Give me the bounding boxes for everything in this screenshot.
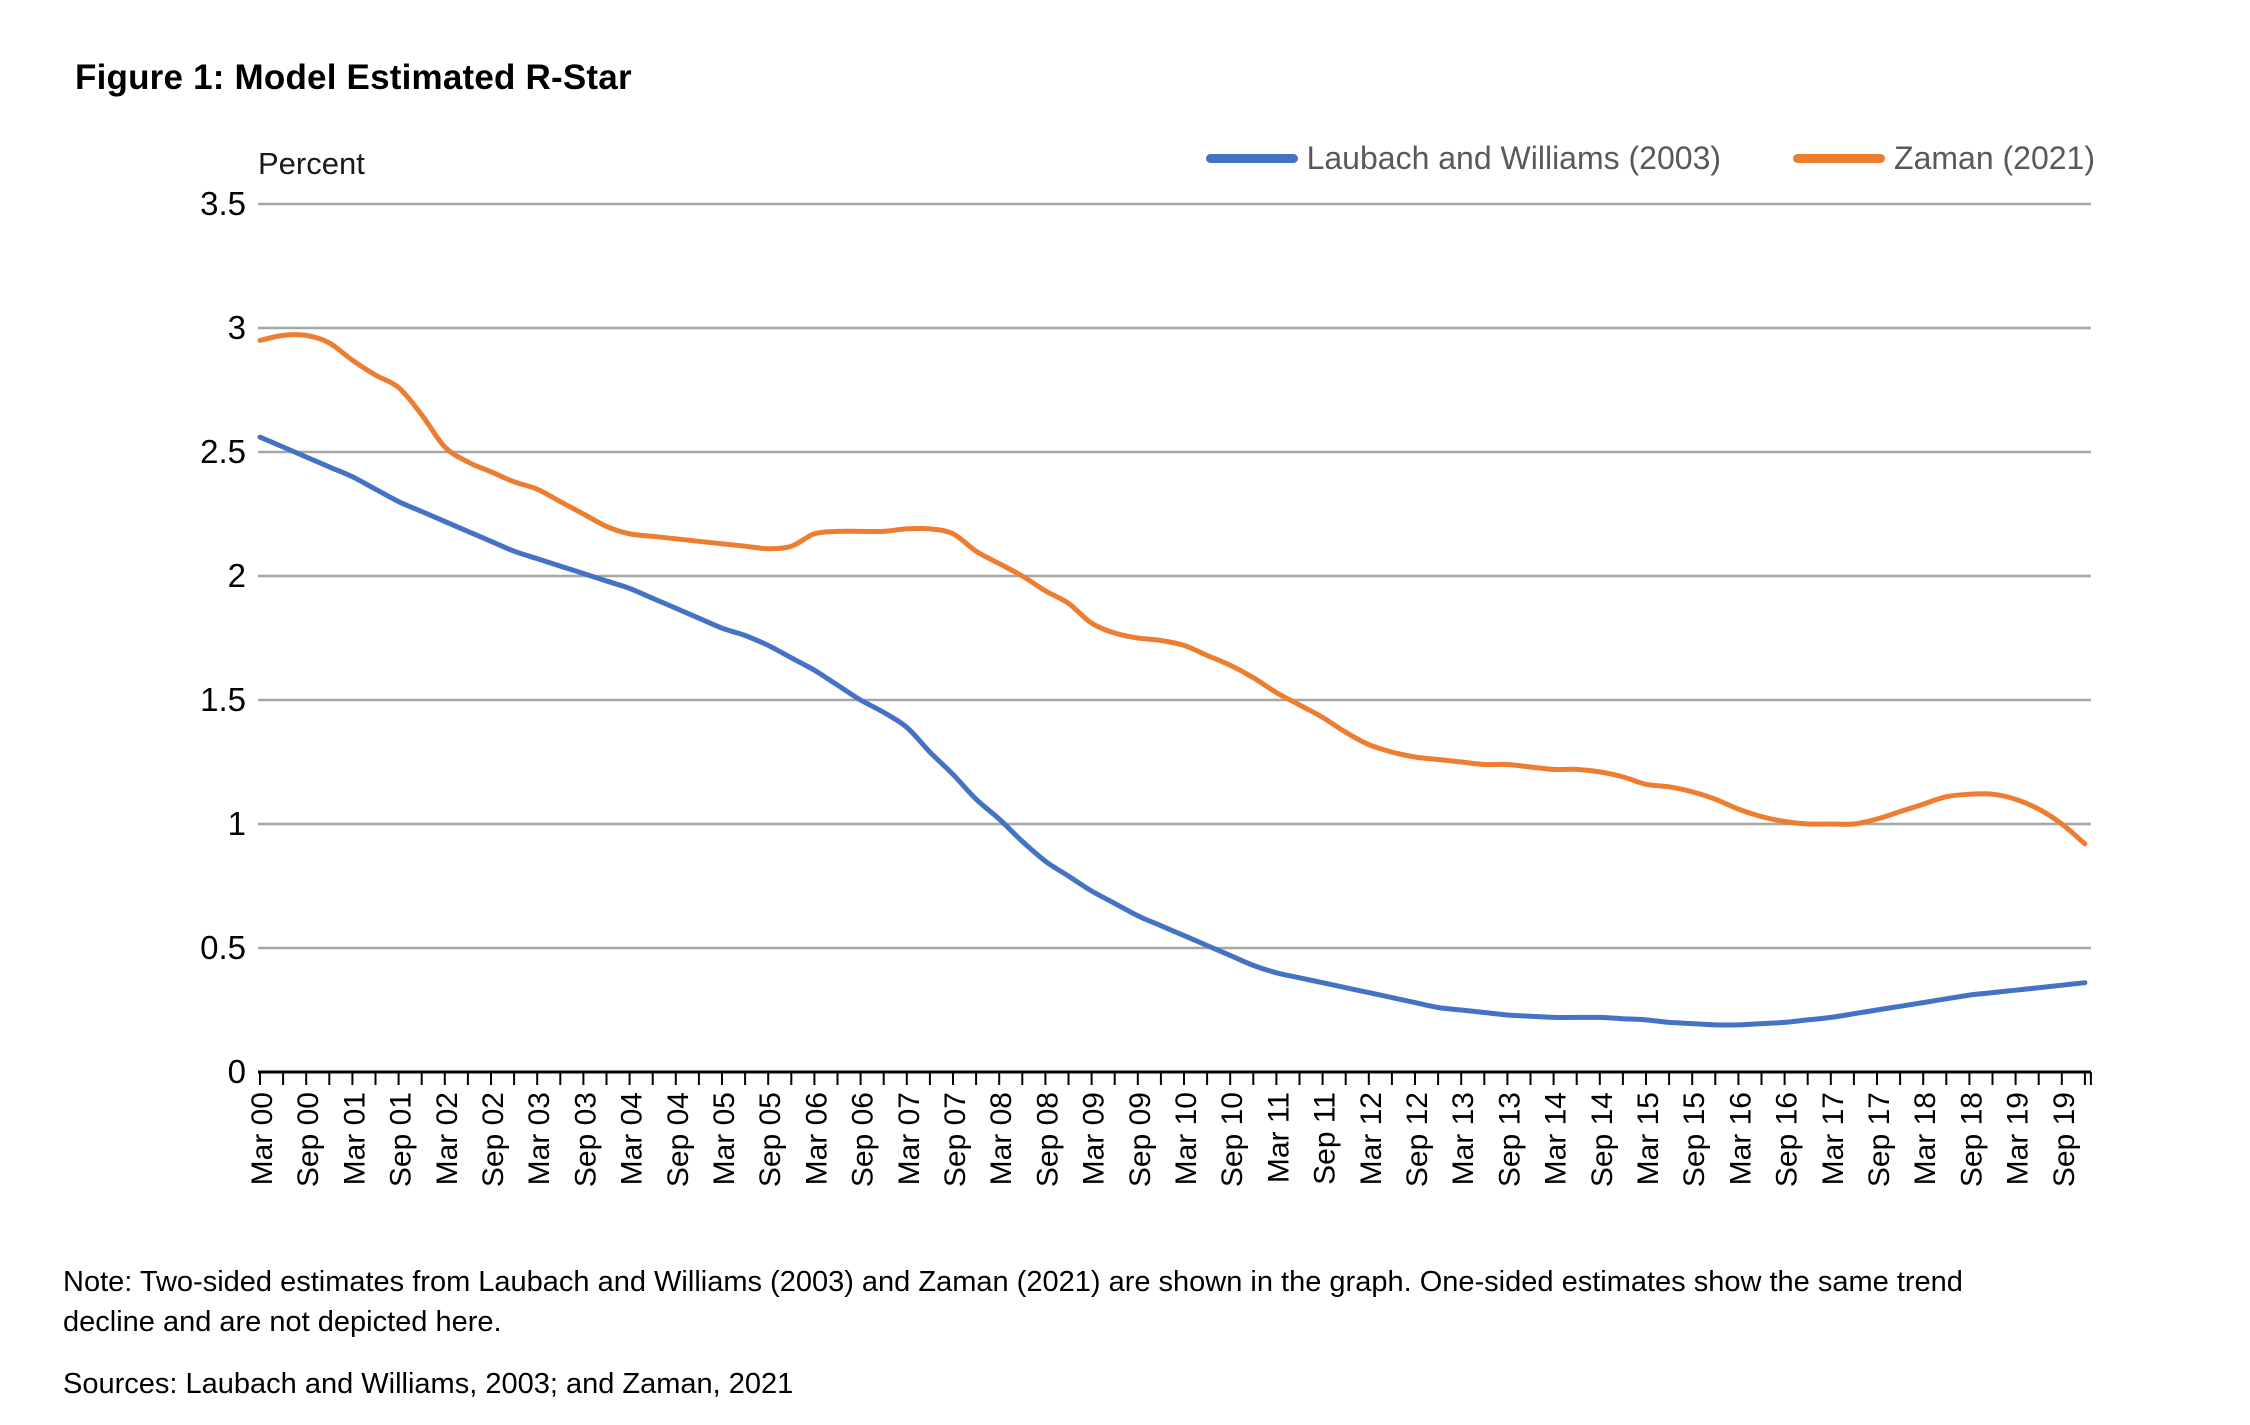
legend-item-laubach-williams: Laubach and Williams (2003) bbox=[1205, 140, 1722, 177]
x-tick-label: Mar 11 bbox=[1262, 1092, 1295, 1183]
x-tick-label: Mar 00 bbox=[246, 1092, 279, 1185]
x-tick-label: Sep 16 bbox=[1771, 1092, 1804, 1187]
y-tick-label: 2.5 bbox=[200, 433, 246, 470]
x-tick-label: Sep 05 bbox=[754, 1092, 787, 1187]
x-tick-label: Sep 04 bbox=[662, 1092, 695, 1187]
x-tick-label: Mar 19 bbox=[2002, 1092, 2035, 1185]
x-tick-label: Sep 02 bbox=[477, 1092, 510, 1187]
x-tick-label: Mar 14 bbox=[1540, 1092, 1573, 1185]
legend-line-swatch-laubach-williams bbox=[1205, 154, 1298, 163]
x-tick-label: Sep 13 bbox=[1493, 1092, 1526, 1187]
y-axis-unit-label: Percent bbox=[258, 146, 365, 181]
x-tick-label: Mar 17 bbox=[1817, 1092, 1850, 1185]
x-tick-label: Mar 15 bbox=[1632, 1092, 1665, 1185]
x-tick-label: Mar 10 bbox=[1170, 1092, 1203, 1185]
y-tick-label: 3 bbox=[228, 309, 246, 346]
chart-legend: Laubach and Williams (2003) Zaman (2021) bbox=[1205, 140, 2095, 177]
x-tick-label: Mar 05 bbox=[708, 1092, 741, 1185]
legend-label-laubach-williams: Laubach and Williams (2003) bbox=[1306, 140, 1722, 176]
x-tick-label: Mar 06 bbox=[800, 1092, 833, 1185]
x-tick-label: Mar 13 bbox=[1447, 1092, 1480, 1185]
note-text: Note: Two-sided estimates from Laubach a… bbox=[63, 1266, 1963, 1338]
x-tick-label: Mar 02 bbox=[431, 1092, 464, 1185]
legend-item-zaman: Zaman (2021) bbox=[1793, 140, 2095, 177]
y-tick-label: 0.5 bbox=[200, 929, 246, 966]
x-tick-label: Mar 03 bbox=[523, 1092, 556, 1185]
x-tick-label: Sep 10 bbox=[1216, 1092, 1249, 1187]
y-tick-label: 3.5 bbox=[200, 185, 246, 222]
series-line-zaman bbox=[257, 332, 2088, 847]
y-tick-label: 1.5 bbox=[200, 681, 246, 718]
x-tick-label: Sep 00 bbox=[292, 1092, 325, 1187]
x-tick-label: Sep 06 bbox=[847, 1092, 880, 1187]
y-tick-label: 2 bbox=[228, 557, 246, 594]
series-line-laubach-williams bbox=[257, 434, 2088, 1028]
x-tick-label: Mar 16 bbox=[1724, 1092, 1757, 1185]
x-tick-label: Sep 08 bbox=[1031, 1092, 1064, 1187]
x-tick-label: Sep 19 bbox=[2048, 1092, 2081, 1187]
x-tick-label: Mar 12 bbox=[1355, 1092, 1388, 1185]
x-tick-label: Mar 07 bbox=[893, 1092, 926, 1185]
x-tick-label: Sep 17 bbox=[1863, 1092, 1896, 1187]
x-tick-label: Sep 09 bbox=[1124, 1092, 1157, 1187]
x-tick-label: Sep 01 bbox=[385, 1092, 418, 1187]
x-tick-label: Sep 11 bbox=[1309, 1092, 1342, 1185]
x-tick-label: Sep 12 bbox=[1401, 1092, 1434, 1187]
x-tick-label: Sep 18 bbox=[1955, 1092, 1988, 1187]
x-tick-label: Mar 18 bbox=[1909, 1092, 1942, 1185]
x-tick-label: Mar 09 bbox=[1078, 1092, 1111, 1185]
x-tick-label: Mar 01 bbox=[338, 1092, 371, 1185]
figure-title: Figure 1: Model Estimated R-Star bbox=[75, 58, 632, 97]
legend-label-zaman: Zaman (2021) bbox=[1894, 140, 2095, 176]
x-tick-label: Sep 03 bbox=[569, 1092, 602, 1187]
legend-line-swatch-zaman bbox=[1793, 154, 1886, 163]
x-tick-label: Sep 07 bbox=[939, 1092, 972, 1187]
x-tick-label: Mar 08 bbox=[985, 1092, 1018, 1185]
sources-text: Sources: Laubach and Williams, 2003; and… bbox=[63, 1368, 794, 1400]
x-tick-label: Sep 15 bbox=[1678, 1092, 1711, 1187]
x-tick-label: Sep 14 bbox=[1586, 1092, 1619, 1187]
x-tick-label: Mar 04 bbox=[616, 1092, 649, 1185]
y-tick-label: 0 bbox=[228, 1053, 246, 1090]
y-tick-label: 1 bbox=[228, 805, 246, 842]
